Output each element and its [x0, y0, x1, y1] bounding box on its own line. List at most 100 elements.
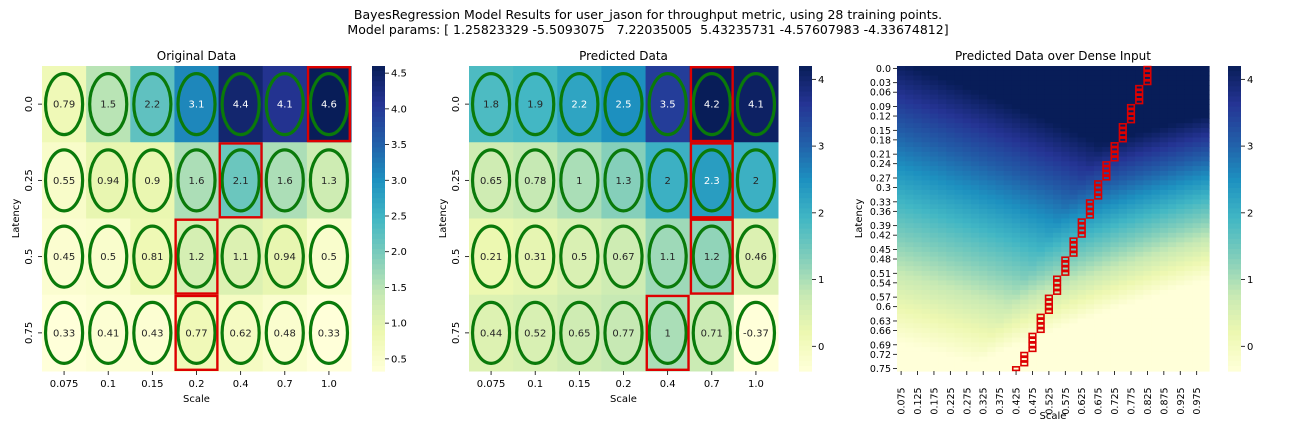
dense-cell	[1094, 223, 1103, 229]
colorbar-segment	[799, 340, 812, 347]
y-axis-label: Latency	[438, 199, 449, 239]
x-tick-label: 0.825	[1143, 387, 1154, 414]
dense-cell	[1094, 261, 1103, 267]
dense-cell	[1053, 180, 1062, 186]
dense-cell	[1085, 89, 1095, 96]
cell-value-label: 1.6	[277, 176, 293, 187]
dense-cell	[1184, 89, 1194, 96]
dense-cell	[1135, 270, 1144, 277]
dense-cell	[979, 256, 988, 262]
dense-cell	[1011, 137, 1021, 143]
colorbar-segment	[799, 76, 812, 82]
dense-cell	[1118, 232, 1128, 239]
dense-cell	[1036, 75, 1046, 81]
dense-cell	[1192, 342, 1202, 348]
dense-cell	[1143, 261, 1153, 267]
dense-cell	[1176, 208, 1185, 215]
dense-cell	[1102, 280, 1112, 286]
dense-cell	[1143, 180, 1153, 186]
dense-cell	[1126, 261, 1136, 267]
dense-cell	[1184, 194, 1194, 201]
y-tick-label: 0.27	[870, 173, 891, 184]
dense-cell	[962, 342, 972, 348]
dense-cell	[921, 228, 931, 234]
cell-value-label: 0.45	[53, 252, 75, 263]
dense-cell	[913, 247, 923, 253]
dense-cell	[1077, 289, 1087, 296]
cell-ellipse-marker	[43, 300, 85, 365]
dense-cell	[1077, 270, 1087, 277]
dense-cell	[1061, 66, 1071, 72]
dense-cell	[1061, 247, 1071, 253]
dense-cell	[995, 161, 1005, 167]
dense-cell	[938, 251, 947, 258]
dense-cell	[1151, 247, 1161, 253]
dense-cell	[1053, 80, 1062, 86]
dense-cell	[1192, 223, 1202, 229]
dense-cell	[905, 66, 915, 72]
dense-cell	[1200, 361, 1210, 367]
dense-cell	[938, 266, 947, 272]
dense-cell	[913, 270, 923, 277]
dense-cell	[1143, 232, 1153, 239]
dense-cell	[905, 356, 915, 363]
dense-cell	[1143, 147, 1153, 153]
dense-cell	[979, 285, 988, 291]
dense-cell	[1077, 70, 1087, 77]
dense-cell	[1020, 94, 1029, 100]
dense-cell	[1126, 294, 1136, 301]
dense-cell	[1159, 247, 1169, 253]
dense-cell	[1167, 113, 1177, 120]
dense-cell	[1135, 104, 1144, 110]
dense-cell	[1036, 304, 1046, 310]
dense-cell	[1069, 366, 1079, 372]
dense-cell	[1094, 104, 1103, 110]
dense-cell	[1159, 328, 1169, 334]
dense-cell	[946, 204, 956, 210]
dense-cell	[921, 208, 931, 215]
dense-cell	[1176, 266, 1185, 272]
dense-cell	[1126, 104, 1136, 110]
dense-cell	[1118, 127, 1128, 134]
dense-cell	[1184, 266, 1194, 272]
dense-cell	[1176, 132, 1185, 139]
dense-cell	[954, 194, 964, 201]
dense-cell	[1094, 113, 1103, 120]
dense-cell	[1094, 232, 1103, 239]
dense-cell	[1053, 275, 1062, 282]
dense-cell	[921, 132, 931, 139]
dense-cell	[929, 137, 939, 143]
dense-cell	[1151, 147, 1161, 153]
dense-cell	[1069, 218, 1079, 224]
x-tick-label: 0.425	[1012, 387, 1023, 414]
dense-cell	[1143, 189, 1153, 196]
dense-cell	[1184, 185, 1194, 191]
dense-cell	[1011, 242, 1021, 248]
highlight-box	[174, 294, 219, 372]
dense-cell	[1135, 99, 1144, 105]
dense-cell	[1159, 289, 1169, 296]
dense-cell	[946, 313, 956, 320]
dense-cell	[1028, 332, 1038, 339]
dense-cell	[979, 123, 988, 129]
colorbar-segment	[372, 325, 385, 331]
colorbar-segment	[799, 355, 812, 362]
dense-cell	[995, 151, 1005, 158]
dense-cell	[1135, 280, 1144, 286]
dense-cell	[1135, 204, 1144, 210]
dense-cell	[1020, 208, 1029, 215]
colorbar-segment	[1228, 223, 1241, 230]
dense-cell	[954, 351, 964, 358]
dense-cell	[1102, 366, 1112, 372]
dense-cell	[962, 204, 972, 210]
dense-cell	[929, 123, 939, 129]
dense-cell	[1135, 289, 1144, 296]
colorbar-segment	[372, 203, 385, 209]
dense-cell	[1069, 80, 1079, 86]
dense-cell	[938, 132, 947, 139]
colorbar-segment	[372, 147, 385, 154]
dense-cell	[1135, 89, 1144, 96]
dense-cell	[905, 108, 915, 115]
